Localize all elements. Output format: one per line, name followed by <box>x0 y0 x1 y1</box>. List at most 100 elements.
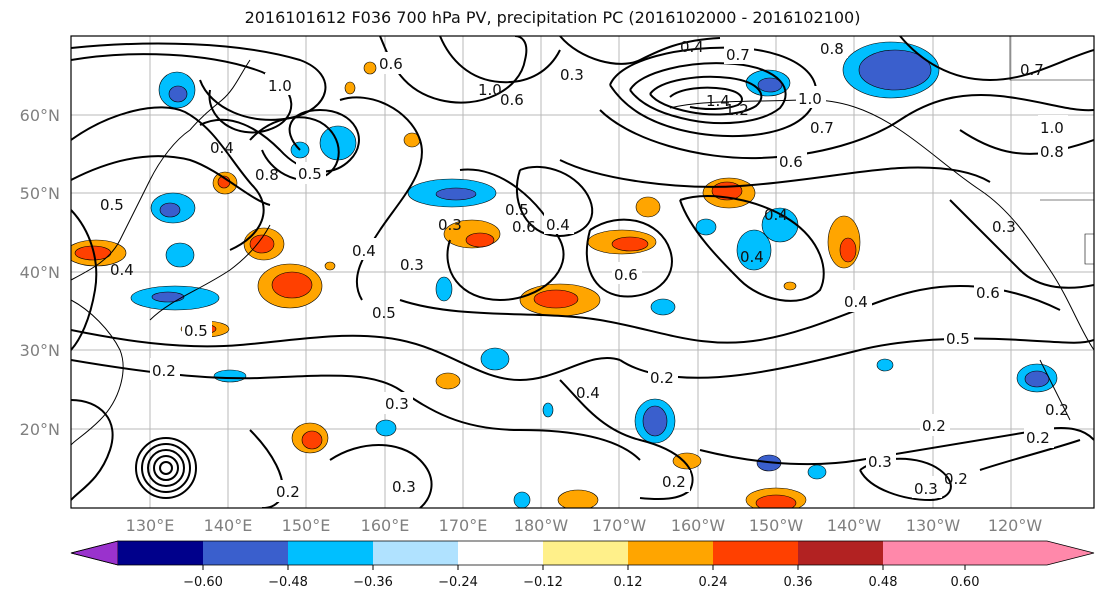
contour-label: 0.2 <box>662 473 686 491</box>
colorbar-extend-low <box>70 540 119 566</box>
contour-label: 0.3 <box>392 478 416 496</box>
lat-label: 40°N <box>20 263 60 282</box>
contour-label: 0.4 <box>110 261 134 279</box>
colorbar-segment <box>628 541 713 565</box>
lon-label: 180°W <box>514 516 569 535</box>
coastlines <box>71 59 1094 446</box>
contour-label: 0.3 <box>438 216 462 234</box>
contour-label: 0.5 <box>946 330 970 348</box>
lat-label: 60°N <box>20 106 60 125</box>
contour-label: 0.2 <box>650 369 674 387</box>
lon-label: 170°E <box>439 516 488 535</box>
lon-label: 140°E <box>204 516 253 535</box>
colorbar-tick-label: 0.36 <box>784 575 813 590</box>
contour-label: 0.8 <box>1040 143 1064 161</box>
contour-label: 0.3 <box>385 395 409 413</box>
colorbar-segment <box>543 541 628 565</box>
colorbar-tick-labels: −0.60 −0.48 −0.36 −0.24 −0.12 0.12 0.24 … <box>183 575 979 590</box>
contour-label: 1.0 <box>798 90 822 108</box>
colorbar-segment <box>458 541 543 565</box>
contour-label: 0.5 <box>184 322 208 340</box>
colorbar-segment <box>798 541 883 565</box>
colorbar-segment <box>373 541 458 565</box>
contour-label: 0.6 <box>976 284 1000 302</box>
contour-label: 0.3 <box>868 453 892 471</box>
contour-label: 1.0 <box>478 81 502 99</box>
colorbar-tick-label: 0.48 <box>869 575 898 590</box>
colorbar-tick-label: −0.60 <box>183 575 223 590</box>
lon-label: 150°W <box>749 516 804 535</box>
contour-labels: 1.0 0.6 0.3 0.4 0.7 0.8 1.4 1.2 1.0 0.7 … <box>100 36 1069 502</box>
contour-label: 0.2 <box>276 483 300 501</box>
longitude-labels: 130°E 140°E 150°E 160°E 170°E 180°W 170°… <box>126 516 1043 535</box>
contour-label: 1.2 <box>725 101 749 119</box>
lon-label: 160°E <box>361 516 410 535</box>
map-plot-area: 1.0 0.6 0.3 0.4 0.7 0.8 1.4 1.2 1.0 0.7 … <box>71 36 1094 508</box>
contour-label: 0.3 <box>914 480 938 498</box>
contour-label: 0.6 <box>379 55 403 73</box>
colorbar-tick-label: −0.48 <box>268 575 308 590</box>
contour-label: 0.2 <box>1026 429 1050 447</box>
contour-label: 0.6 <box>779 153 803 171</box>
colorbar-segment <box>118 541 203 565</box>
contour-label: 0.7 <box>810 119 834 137</box>
contour-label: 1.0 <box>1040 119 1064 137</box>
lon-label: 150°E <box>282 516 331 535</box>
lon-label: 140°W <box>827 516 882 535</box>
contour-label: 0.5 <box>298 165 322 183</box>
lon-label: 160°W <box>671 516 726 535</box>
colorbar-segment <box>713 541 798 565</box>
colorbar-ticks <box>202 565 966 570</box>
contour-label: 0.7 <box>1020 61 1044 79</box>
colorbar: −0.60 −0.48 −0.36 −0.24 −0.12 0.12 0.24 … <box>70 540 1095 590</box>
contour-label: 0.4 <box>680 38 704 56</box>
contour-label: 0.5 <box>372 304 396 322</box>
contour-label: 0.6 <box>512 218 536 236</box>
lon-label: 170°W <box>592 516 647 535</box>
contour-label: 1.0 <box>268 77 292 95</box>
colorbar-tick-label: 0.24 <box>699 575 728 590</box>
lat-label: 30°N <box>20 341 60 360</box>
map-title: 2016101612 F036 700 hPa PV, precipitatio… <box>244 8 861 27</box>
contour-label: 0.4 <box>210 139 234 157</box>
colorbar-segment <box>203 541 288 565</box>
lon-label: 130°W <box>906 516 961 535</box>
contour-label: 0.5 <box>100 196 124 214</box>
contour-label: 0.2 <box>152 362 176 380</box>
colorbar-tick-label: −0.36 <box>353 575 393 590</box>
lat-label: 50°N <box>20 184 60 203</box>
map-frame <box>70 35 1095 509</box>
contour-label: 0.2 <box>944 470 968 488</box>
contour-label: 0.4 <box>576 384 600 402</box>
contour-label: 1.4 <box>706 92 730 110</box>
contour-label: 0.2 <box>1045 401 1069 419</box>
contour-label: 0.3 <box>992 218 1016 236</box>
contour-label: 0.8 <box>255 166 279 184</box>
colorbar-tick-label: 0.12 <box>614 575 643 590</box>
pv-contours <box>71 36 1094 508</box>
precip-shading <box>71 41 1058 508</box>
contour-label: 0.3 <box>400 256 424 274</box>
contour-label: 0.6 <box>614 266 638 284</box>
contour-label: 0.7 <box>726 46 750 64</box>
colorbar-tick-label: −0.12 <box>523 575 563 590</box>
contour-label: 0.3 <box>560 66 584 84</box>
colorbar-segment <box>288 541 373 565</box>
lat-label: 20°N <box>20 420 60 439</box>
contour-label: 0.5 <box>505 201 529 219</box>
contour-label: 0.4 <box>352 242 376 260</box>
contour-label: 0.4 <box>740 248 764 266</box>
contour-label: 0.4 <box>764 206 788 224</box>
contour-label: 0.4 <box>546 216 570 234</box>
colorbar-tick-label: 0.60 <box>951 575 980 590</box>
latitude-labels: 60°N 50°N 40°N 30°N 20°N <box>20 106 60 439</box>
contour-label: 0.2 <box>922 417 946 435</box>
pv-bullseye <box>135 437 197 499</box>
borders <box>1009 36 1094 265</box>
contour-label: 0.4 <box>844 293 868 311</box>
colorbar-segment <box>883 541 965 565</box>
contour-label: 0.6 <box>500 91 524 109</box>
lon-label: 120°W <box>988 516 1043 535</box>
lon-label: 130°E <box>126 516 175 535</box>
